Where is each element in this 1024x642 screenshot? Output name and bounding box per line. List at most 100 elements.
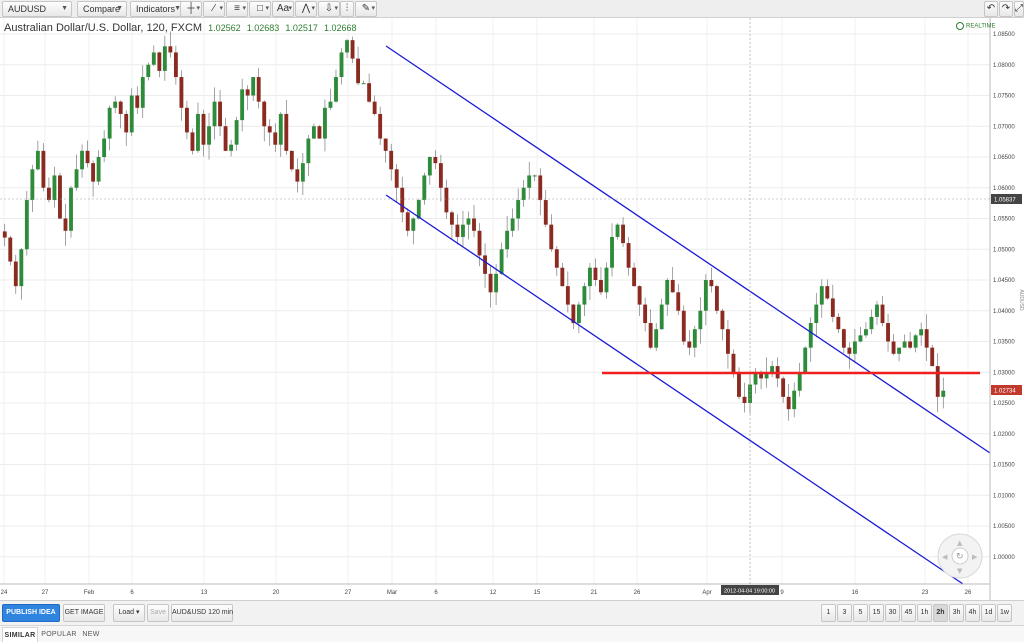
nav-down-icon[interactable]: ▼ — [957, 567, 963, 575]
get-image-button[interactable]: GET IMAGE — [63, 604, 105, 622]
price-tick-label: 1.01500 — [993, 463, 1015, 469]
candle — [185, 100, 189, 140]
interval-15[interactable]: 15 — [869, 604, 884, 622]
arrow-tool-button[interactable]: ⇩ ▾ — [318, 1, 340, 17]
price-tick-label: 1.06000 — [993, 186, 1015, 192]
interval-3[interactable]: 3 — [837, 604, 852, 622]
reset-icon[interactable]: ↻ — [956, 552, 964, 562]
price-chart[interactable]: 1.08500 1.08000 1.07500 1.07000 1.06500 1.060… — [0, 0, 1024, 600]
tab-popular[interactable]: POPULAR — [41, 631, 77, 638]
interval-4h[interactable]: 4h — [965, 604, 980, 622]
text-tool-button[interactable]: Aa ▾ — [272, 1, 294, 17]
date-axis[interactable]: 24 27 Feb 6 13 20 27 Mar 6 12 15 21 26 Apr 9 16 23 26 201… — [0, 583, 990, 596]
candle — [157, 51, 162, 78]
interval-1d[interactable]: 1d — [981, 604, 996, 622]
candle — [444, 179, 449, 219]
nav-up-icon[interactable]: ▲ — [957, 539, 963, 547]
date-tick-label: 20 — [273, 590, 280, 596]
candle — [565, 271, 570, 313]
undo-icon: ↶ — [986, 3, 996, 14]
upper-channel-line[interactable] — [385, 45, 991, 454]
compare-label: Compare — [83, 4, 121, 14]
indicators-button[interactable]: Indicators ▼ — [130, 1, 185, 17]
ohlc-open: 1.02562 — [208, 23, 241, 33]
date-tick-label: 27 — [42, 590, 49, 596]
candle — [499, 242, 504, 276]
lower-channel-line[interactable] — [385, 194, 964, 585]
candle — [880, 295, 885, 327]
nav-right-icon[interactable]: ▶ — [972, 553, 978, 561]
candle — [864, 322, 868, 338]
interval-30[interactable]: 30 — [885, 604, 900, 622]
price-tick-label: 1.02500 — [993, 401, 1015, 407]
undo-button[interactable]: ↶ — [984, 1, 998, 17]
layout-name[interactable]: AUD&USD 120 min — [171, 604, 233, 622]
arrow-down-icon: ⇩ — [324, 3, 334, 14]
navigation-widget[interactable]: ↻ ◀ ▶ ▲ ▼ — [937, 533, 983, 579]
chart-title: Australian Dollar/U.S. Dollar, 120, FXCM — [4, 22, 203, 34]
candle — [632, 262, 637, 287]
realtime-badge: REALTIME — [956, 22, 996, 30]
interval-2h[interactable]: 2h — [933, 604, 948, 622]
chart-legend: Australian Dollar/U.S. Dollar, 120, FXCM… — [4, 22, 357, 34]
candle — [935, 353, 940, 413]
interval-45[interactable]: 45 — [901, 604, 916, 622]
tab-new[interactable]: NEW — [82, 631, 100, 638]
load-button[interactable]: Load ▾ — [113, 604, 145, 622]
interval-3h[interactable]: 3h — [949, 604, 964, 622]
interval-1w[interactable]: 1w — [997, 604, 1012, 622]
crosshair-tool-button[interactable]: ┼ ▾ — [180, 1, 202, 17]
nav-left-icon[interactable]: ◀ — [942, 553, 948, 561]
candle — [770, 360, 775, 378]
candle — [356, 46, 361, 86]
candle — [825, 279, 830, 300]
tab-similar[interactable]: SIMILAR — [2, 627, 38, 642]
save-button[interactable]: Save — [147, 604, 169, 622]
candle — [488, 265, 493, 308]
chevron-down-icon: ▼ — [61, 5, 68, 12]
symbol-search[interactable]: AUDUSD ▼ — [2, 1, 72, 17]
date-tick-label: 26 — [965, 590, 972, 596]
candle — [538, 168, 543, 216]
candle — [886, 314, 890, 352]
redo-button[interactable]: ↷ — [999, 1, 1013, 17]
candle — [278, 112, 283, 157]
trend-line-tool-button[interactable]: ⁄ ▾ — [203, 1, 225, 17]
candle — [234, 116, 239, 151]
top-toolbar: AUDUSD ▼ Compare ▼ Indicators ▼ ┼ ▾ ⁄ ▾ ≡ ▾… — [0, 0, 1024, 18]
fullscreen-button[interactable]: ⤢ — [1014, 1, 1024, 17]
candle — [267, 119, 272, 146]
candle — [8, 235, 13, 266]
chart-grid — [0, 18, 990, 584]
date-tick-label: 24 — [1, 590, 8, 596]
horizontal-line-tool-button[interactable]: ≡ ▾ — [226, 1, 248, 17]
candle — [96, 150, 101, 186]
candle — [919, 322, 924, 346]
settings-tool-button[interactable]: ✎ ▾ — [355, 1, 377, 17]
candlestick-series — [2, 31, 946, 421]
compare-button[interactable]: Compare ▼ — [77, 1, 127, 17]
candle — [361, 80, 366, 85]
candle — [196, 102, 200, 153]
interval-1[interactable]: 1 — [821, 604, 836, 622]
candle — [80, 144, 84, 178]
fib-tool-button[interactable]: ⫶ — [340, 1, 354, 17]
price-axis[interactable]: 1.08500 1.08000 1.07500 1.07000 1.06500 1.060… — [989, 18, 1024, 600]
publish-idea-button[interactable]: PUBLISH IDEA — [2, 604, 60, 622]
candle — [830, 284, 835, 323]
candle — [345, 39, 349, 58]
ideas-tabs: SIMILAR POPULAR NEW — [0, 625, 1024, 642]
candle — [58, 172, 62, 220]
candle — [229, 139, 234, 157]
date-tick-label: 15 — [534, 590, 541, 596]
candle — [190, 128, 195, 155]
shape-tool-button[interactable]: □ ▾ — [249, 1, 271, 17]
candle — [582, 282, 587, 316]
candle — [223, 117, 228, 152]
candle — [400, 176, 405, 223]
pattern-tool-button[interactable]: ⋀ ▾ — [295, 1, 317, 17]
candle — [714, 284, 719, 314]
svg-text:1.02734: 1.02734 — [994, 389, 1016, 395]
interval-1h[interactable]: 1h — [917, 604, 932, 622]
interval-5[interactable]: 5 — [853, 604, 868, 622]
